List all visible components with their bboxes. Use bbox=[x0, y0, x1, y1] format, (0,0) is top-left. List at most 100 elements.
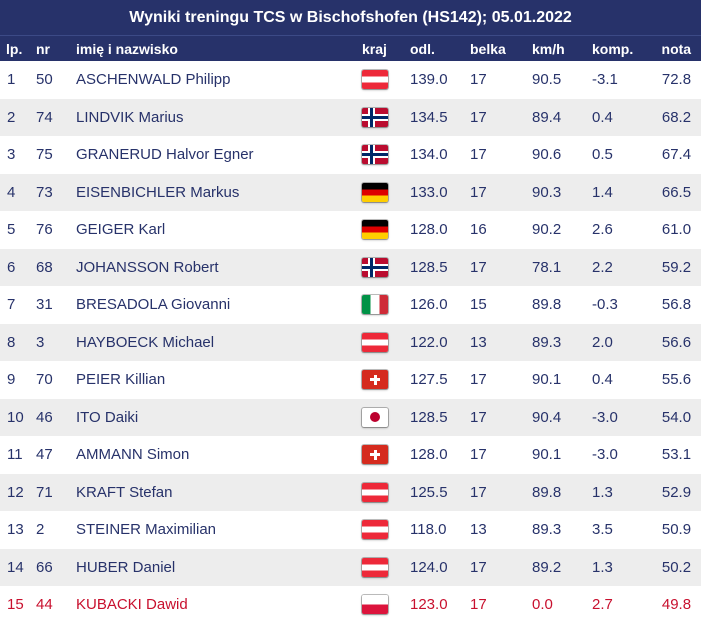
cell-kmh: 90.5 bbox=[532, 61, 592, 99]
cell-belka: 13 bbox=[470, 511, 532, 549]
cell-lp: 14 bbox=[0, 548, 36, 586]
nor-flag-icon bbox=[362, 145, 388, 165]
cell-belka: 17 bbox=[470, 436, 532, 474]
cell-kraj bbox=[362, 361, 410, 399]
cell-name: EISENBICHLER Markus bbox=[76, 173, 362, 211]
cell-nr: 66 bbox=[36, 548, 76, 586]
table-row: 8 3 HAYBOECK Michael 122.0 13 89.3 2.0 56.6 bbox=[0, 323, 701, 361]
cell-belka: 17 bbox=[470, 473, 532, 511]
cell-kraj bbox=[362, 248, 410, 286]
cell-name: KUBACKI Dawid bbox=[76, 586, 362, 624]
cell-kmh: 89.3 bbox=[532, 511, 592, 549]
cell-belka: 17 bbox=[470, 361, 532, 399]
cell-kmh: 90.6 bbox=[532, 136, 592, 174]
cell-nr: 46 bbox=[36, 398, 76, 436]
cell-komp: 0.4 bbox=[592, 361, 657, 399]
cell-kmh: 90.4 bbox=[532, 398, 592, 436]
cell-odl: 133.0 bbox=[410, 173, 470, 211]
table-row: 14 66 HUBER Daniel 124.0 17 89.2 1.3 50.2 bbox=[0, 548, 701, 586]
cell-lp: 9 bbox=[0, 361, 36, 399]
cell-lp: 10 bbox=[0, 398, 36, 436]
table-row: 13 2 STEINER Maximilian 118.0 13 89.3 3.5 50.9 bbox=[0, 511, 701, 549]
cell-kmh: 90.1 bbox=[532, 436, 592, 474]
cell-nr: 3 bbox=[36, 323, 76, 361]
cell-name: HUBER Daniel bbox=[76, 548, 362, 586]
cell-lp: 5 bbox=[0, 211, 36, 249]
cell-nota: 53.1 bbox=[657, 436, 701, 474]
cell-lp: 1 bbox=[0, 61, 36, 99]
cell-komp: 2.6 bbox=[592, 211, 657, 249]
cell-odl: 128.0 bbox=[410, 211, 470, 249]
cell-kmh: 90.2 bbox=[532, 211, 592, 249]
cell-nota: 50.2 bbox=[657, 548, 701, 586]
col-header-nr: nr bbox=[36, 35, 76, 61]
cell-odl: 124.0 bbox=[410, 548, 470, 586]
sui-flag-icon bbox=[362, 370, 388, 390]
cell-kraj bbox=[362, 398, 410, 436]
cell-komp: 2.7 bbox=[592, 586, 657, 624]
cell-kraj bbox=[362, 136, 410, 174]
col-header-belka: belka bbox=[470, 35, 532, 61]
cell-name: ASCHENWALD Philipp bbox=[76, 61, 362, 99]
cell-komp: 0.4 bbox=[592, 98, 657, 136]
cell-komp: -0.3 bbox=[592, 286, 657, 324]
cell-name: GEIGER Karl bbox=[76, 211, 362, 249]
cell-nr: 2 bbox=[36, 511, 76, 549]
cell-nr: 75 bbox=[36, 136, 76, 174]
cell-name: GRANERUD Halvor Egner bbox=[76, 136, 362, 174]
cell-nota: 49.8 bbox=[657, 586, 701, 624]
cell-komp: 0.5 bbox=[592, 136, 657, 174]
cell-belka: 17 bbox=[470, 61, 532, 99]
cell-kraj bbox=[362, 323, 410, 361]
cell-lp: 8 bbox=[0, 323, 36, 361]
cell-kmh: 0.0 bbox=[532, 586, 592, 624]
cell-lp: 15 bbox=[0, 586, 36, 624]
cell-nr: 73 bbox=[36, 173, 76, 211]
cell-komp: -3.0 bbox=[592, 436, 657, 474]
cell-nota: 61.0 bbox=[657, 211, 701, 249]
cell-kmh: 78.1 bbox=[532, 248, 592, 286]
cell-nota: 67.4 bbox=[657, 136, 701, 174]
cell-odl: 128.5 bbox=[410, 398, 470, 436]
cell-kmh: 89.3 bbox=[532, 323, 592, 361]
cell-lp: 7 bbox=[0, 286, 36, 324]
cell-odl: 128.0 bbox=[410, 436, 470, 474]
aut-flag-icon bbox=[362, 520, 388, 540]
ger-flag-icon bbox=[362, 182, 388, 202]
aut-flag-icon bbox=[362, 70, 388, 90]
nor-flag-icon bbox=[362, 107, 388, 127]
cell-nota: 56.8 bbox=[657, 286, 701, 324]
cell-lp: 4 bbox=[0, 173, 36, 211]
table-row: 1 50 ASCHENWALD Philipp 139.0 17 90.5 -3.1 72.8 bbox=[0, 61, 701, 99]
cell-nota: 66.5 bbox=[657, 173, 701, 211]
cell-odl: 127.5 bbox=[410, 361, 470, 399]
jpn-flag-icon bbox=[362, 407, 388, 427]
cell-komp: -3.1 bbox=[592, 61, 657, 99]
cell-komp: 1.3 bbox=[592, 548, 657, 586]
cell-kraj bbox=[362, 61, 410, 99]
cell-kraj bbox=[362, 173, 410, 211]
cell-lp: 11 bbox=[0, 436, 36, 474]
cell-nr: 76 bbox=[36, 211, 76, 249]
cell-name: HAYBOECK Michael bbox=[76, 323, 362, 361]
cell-nr: 50 bbox=[36, 61, 76, 99]
cell-lp: 2 bbox=[0, 98, 36, 136]
cell-belka: 17 bbox=[470, 136, 532, 174]
cell-kmh: 89.2 bbox=[532, 548, 592, 586]
cell-belka: 17 bbox=[470, 398, 532, 436]
cell-nota: 68.2 bbox=[657, 98, 701, 136]
cell-belka: 17 bbox=[470, 98, 532, 136]
cell-kmh: 89.8 bbox=[532, 473, 592, 511]
cell-nr: 31 bbox=[36, 286, 76, 324]
cell-nr: 70 bbox=[36, 361, 76, 399]
cell-belka: 15 bbox=[470, 286, 532, 324]
cell-kraj bbox=[362, 436, 410, 474]
cell-lp: 13 bbox=[0, 511, 36, 549]
cell-nota: 52.9 bbox=[657, 473, 701, 511]
cell-nr: 44 bbox=[36, 586, 76, 624]
cell-kraj bbox=[362, 211, 410, 249]
cell-odl: 128.5 bbox=[410, 248, 470, 286]
results-body: 1 50 ASCHENWALD Philipp 139.0 17 90.5 -3.1 72.8… bbox=[0, 61, 701, 624]
nor-flag-icon bbox=[362, 257, 388, 277]
cell-nota: 55.6 bbox=[657, 361, 701, 399]
